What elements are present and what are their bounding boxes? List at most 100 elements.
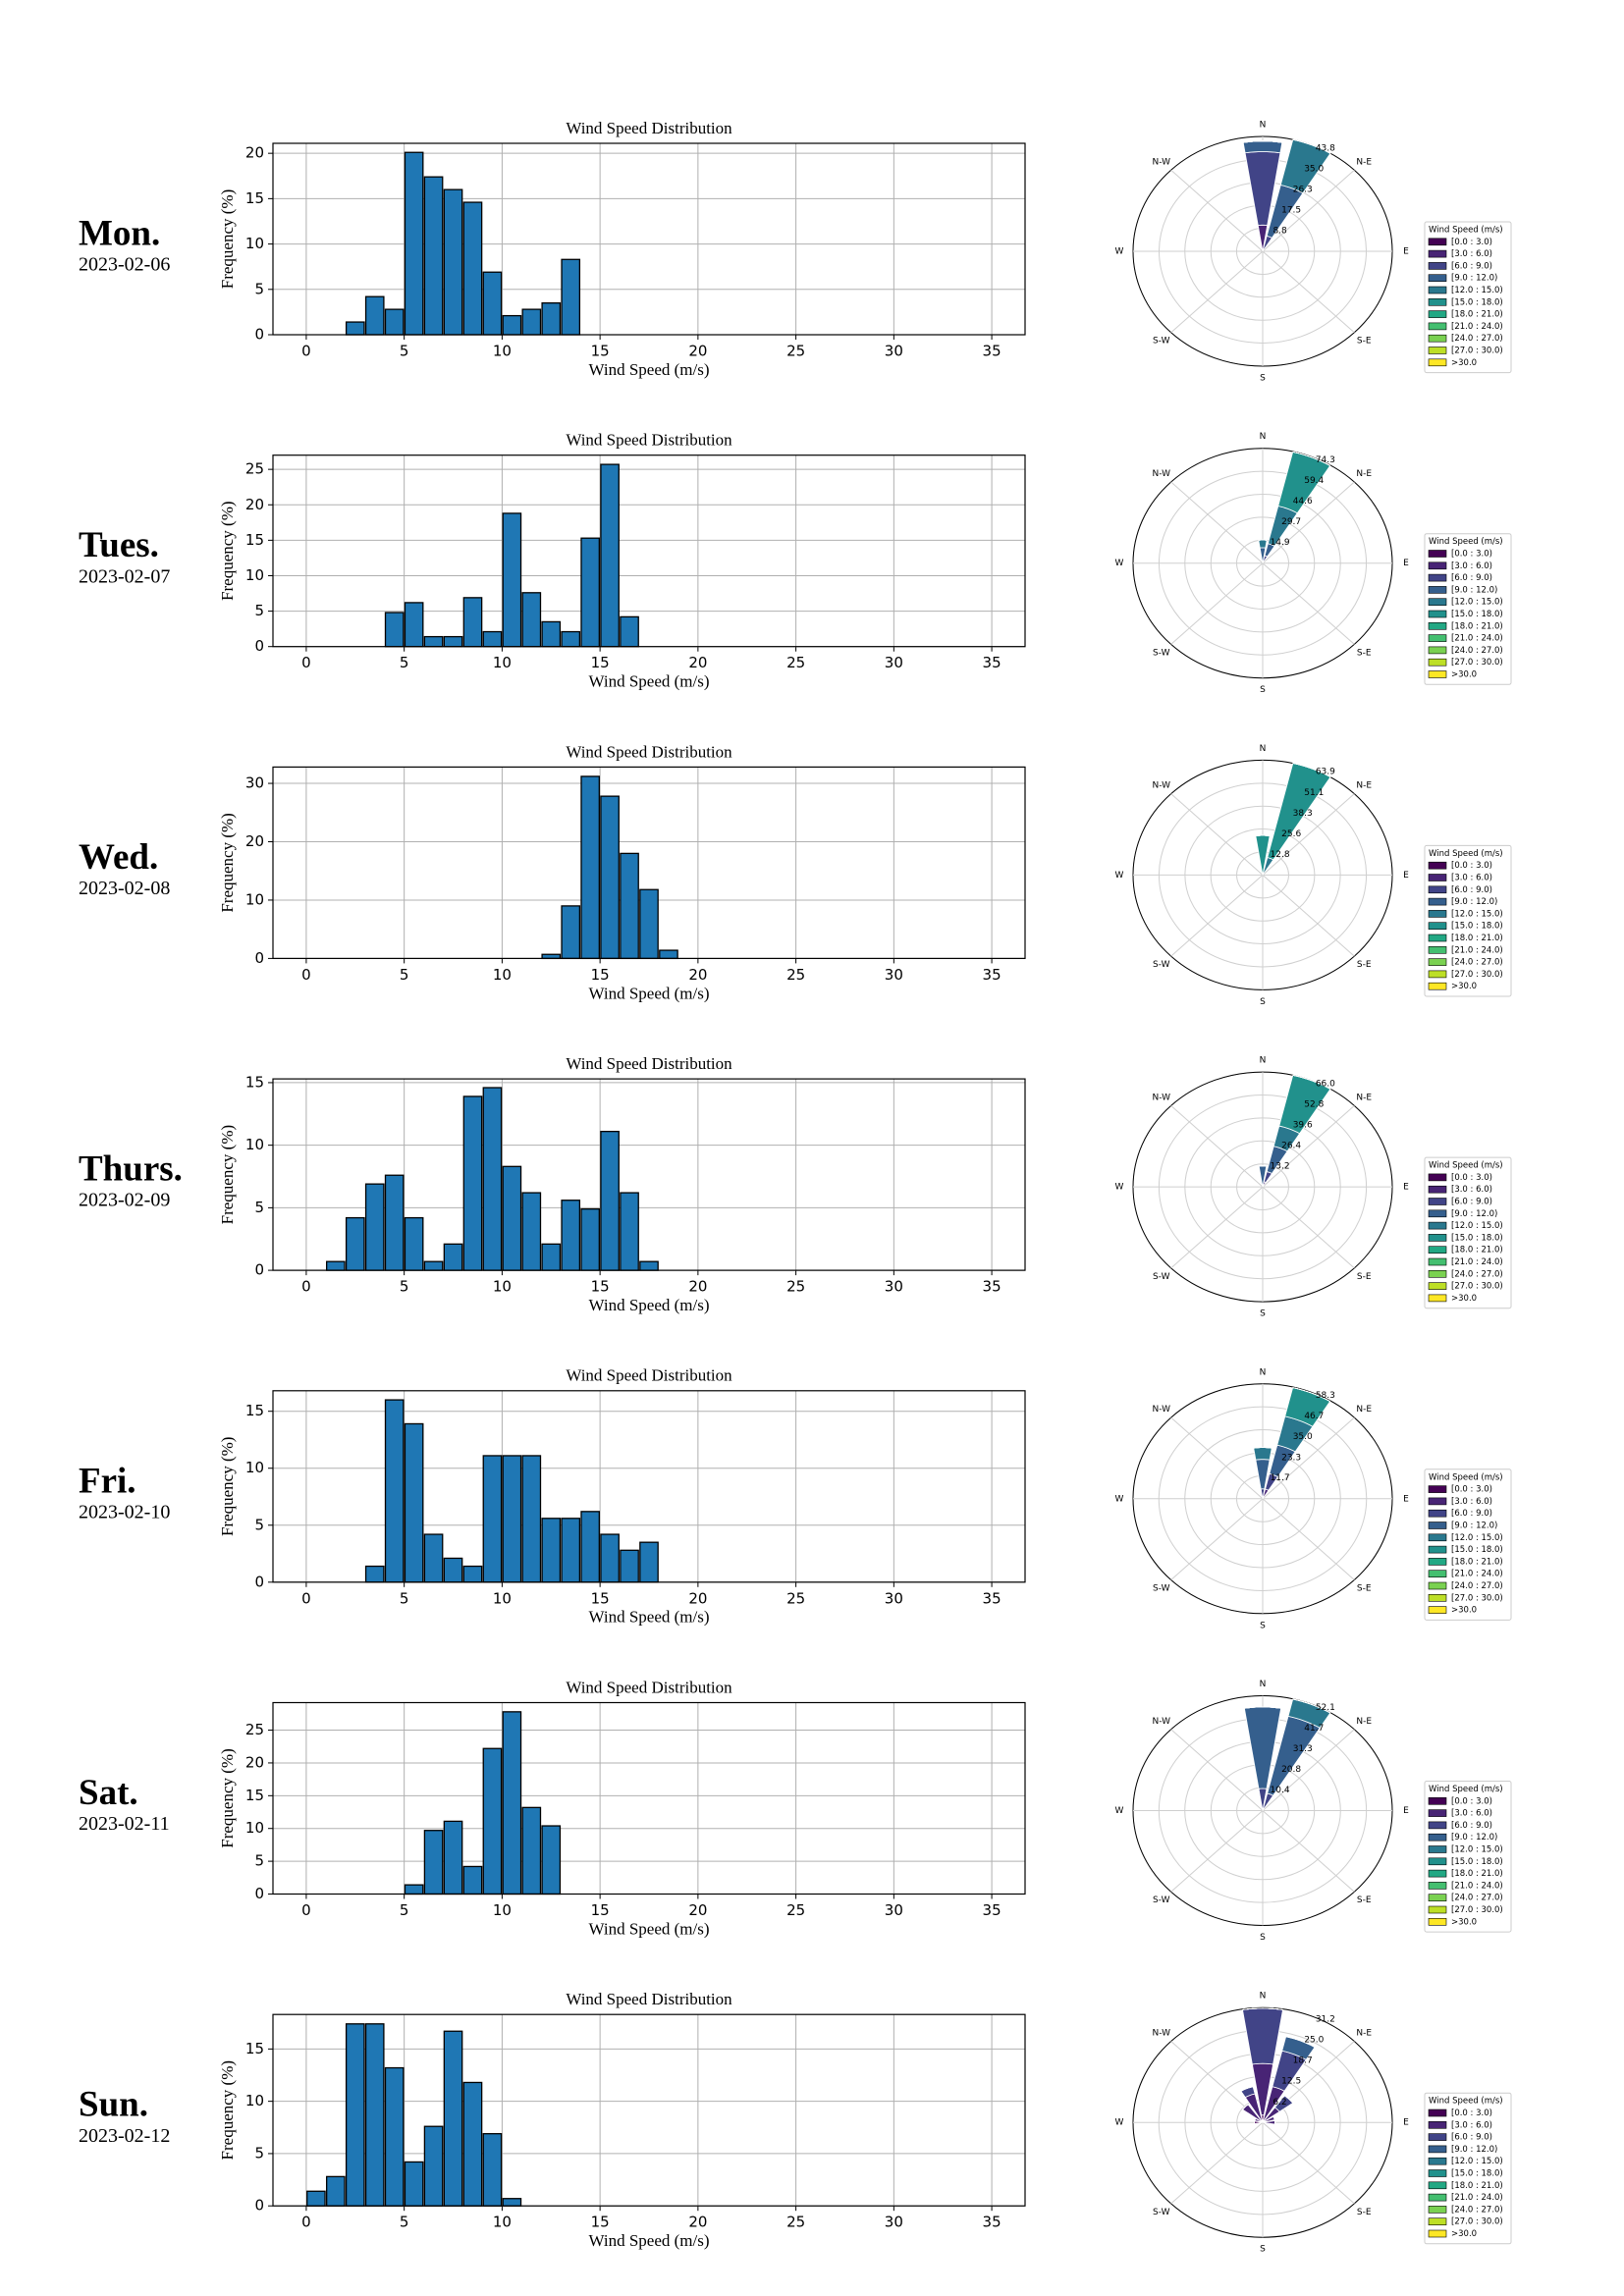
bar	[600, 1130, 620, 1271]
bar	[443, 635, 463, 648]
legend-title: Wind Speed (m/s)	[1429, 849, 1503, 859]
y-tick-label: 20	[245, 496, 264, 513]
direction-label: S-W	[1153, 960, 1170, 970]
legend-label: [15.0 : 18.0)	[1451, 1233, 1503, 1243]
bar	[443, 1557, 463, 1583]
legend-swatch	[1428, 945, 1447, 954]
rose-segment	[1272, 2116, 1275, 2120]
y-tick-label: 10	[245, 235, 264, 252]
r-tick-label: 10.4	[1271, 1786, 1290, 1795]
legend-label: [9.0 : 12.0)	[1451, 585, 1497, 595]
x-tick-label: 35	[983, 1589, 1001, 1607]
direction-label: E	[1403, 2118, 1409, 2128]
bar	[561, 1200, 581, 1271]
legend-label: [18.0 : 21.0)	[1451, 1246, 1503, 1255]
bar	[404, 151, 424, 336]
direction-label: N-E	[1356, 157, 1372, 167]
x-tick-label: 5	[400, 1901, 409, 1919]
legend-swatch	[1428, 2181, 1447, 2190]
r-tick-label: 26.3	[1293, 185, 1313, 194]
rose-segment	[1292, 452, 1330, 466]
x-tick-label: 0	[301, 343, 311, 360]
chart-title: Wind Speed Distribution	[566, 1678, 732, 1696]
r-tick-label: 59.4	[1304, 476, 1324, 486]
rose-segment	[1240, 2086, 1254, 2092]
legend-swatch	[1428, 1869, 1447, 1878]
x-axis-label: Wind Speed (m/s)	[588, 360, 709, 379]
legend-label: [24.0 : 27.0)	[1451, 334, 1503, 344]
legend-label: [9.0 : 12.0)	[1451, 897, 1497, 907]
bar	[423, 635, 444, 648]
direction-label: W	[1115, 247, 1124, 257]
bar	[364, 2023, 385, 2207]
bar	[462, 1095, 483, 1271]
legend-swatch	[1428, 2217, 1447, 2225]
legend-label: [0.0 : 3.0)	[1451, 238, 1492, 247]
legend-swatch	[1428, 1522, 1447, 1529]
legend-swatch	[1428, 310, 1447, 318]
bar	[423, 176, 444, 336]
axes-frame	[272, 2013, 1026, 2207]
direction-label: N-E	[1356, 1717, 1372, 1727]
y-tick-label: 5	[254, 2144, 264, 2162]
y-tick-label: 0	[254, 949, 264, 967]
direction-label: N-W	[1153, 2028, 1171, 2038]
legend-swatch	[1428, 1270, 1447, 1278]
rose-segment	[1242, 2007, 1283, 2010]
spoke	[1262, 2121, 1355, 2205]
y-tick-label: 0	[254, 326, 264, 344]
r-tick-label: 35.0	[1293, 1432, 1313, 1442]
bar	[502, 1165, 522, 1271]
direction-label: S	[1260, 1309, 1266, 1319]
r-tick-label: 51.1	[1304, 788, 1324, 798]
legend-swatch	[1428, 297, 1447, 306]
legend-label: [18.0 : 21.0)	[1451, 1869, 1503, 1879]
legend-swatch	[1428, 1497, 1447, 1506]
bar	[521, 1192, 542, 1271]
x-tick-label: 20	[688, 654, 707, 671]
y-tick-label: 5	[254, 1852, 264, 1870]
y-axis-label: Frequency (%)	[218, 2060, 237, 2161]
direction-label: N-W	[1153, 469, 1171, 479]
bar	[659, 949, 678, 960]
direction-label: S	[1260, 685, 1266, 695]
r-tick-label: 58.3	[1316, 1391, 1335, 1401]
bar	[326, 1260, 346, 1271]
bar	[384, 1399, 405, 1583]
legend-label: [15.0 : 18.0)	[1451, 922, 1503, 932]
x-tick-label: 0	[301, 1901, 311, 1919]
y-tick-label: 0	[254, 1261, 264, 1279]
x-tick-label: 30	[885, 2214, 903, 2231]
legend-label: [15.0 : 18.0)	[1451, 1545, 1503, 1555]
legend-label: [9.0 : 12.0)	[1451, 1522, 1497, 1531]
spoke	[1262, 169, 1355, 252]
legend-swatch	[1428, 658, 1447, 667]
spoke	[1262, 1729, 1355, 1811]
r-tick-label: 11.7	[1271, 1473, 1290, 1483]
chart-title: Wind Speed Distribution	[566, 742, 732, 761]
direction-label: N	[1260, 121, 1267, 131]
x-tick-label: 10	[493, 2214, 512, 2231]
r-tick-label: 17.5	[1281, 205, 1301, 215]
legend-label: [18.0 : 21.0)	[1451, 2181, 1503, 2191]
r-tick-label: 20.8	[1281, 1765, 1301, 1775]
bar	[541, 1825, 562, 1896]
x-tick-label: 35	[983, 343, 1001, 360]
day-date: 2023-02-10	[79, 1501, 170, 1522]
direction-label: W	[1115, 1183, 1124, 1193]
direction-label: N-W	[1153, 1717, 1171, 1727]
legend-label: [9.0 : 12.0)	[1451, 1833, 1497, 1842]
legend-label: [9.0 : 12.0)	[1451, 274, 1497, 284]
bar	[502, 314, 522, 336]
rose-segment	[1244, 1706, 1281, 1709]
chart-title: Wind Speed Distribution	[566, 1366, 732, 1385]
legend-swatch	[1428, 1581, 1447, 1590]
legend-title: Wind Speed (m/s)	[1429, 1472, 1503, 1482]
x-axis-label: Wind Speed (m/s)	[588, 672, 709, 691]
bar	[482, 271, 503, 336]
r-tick-label: 74.3	[1316, 455, 1335, 465]
y-tick-label: 5	[254, 1199, 264, 1216]
bar	[462, 2081, 483, 2207]
legend-swatch	[1428, 646, 1447, 655]
legend-label: [15.0 : 18.0)	[1451, 297, 1503, 307]
